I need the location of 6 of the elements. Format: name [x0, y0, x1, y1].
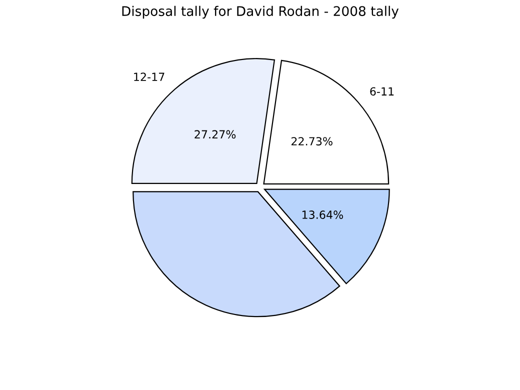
data-label: 27.27% [194, 130, 236, 139]
slice-label: 12-17 [134, 72, 164, 81]
data-label: 22.73% [292, 137, 332, 146]
data-label: 13.64% [302, 210, 344, 219]
slice-label: 6-11 [370, 87, 394, 96]
chart-title: Disposal tally for David Rodan - 2008 tally [122, 6, 399, 19]
